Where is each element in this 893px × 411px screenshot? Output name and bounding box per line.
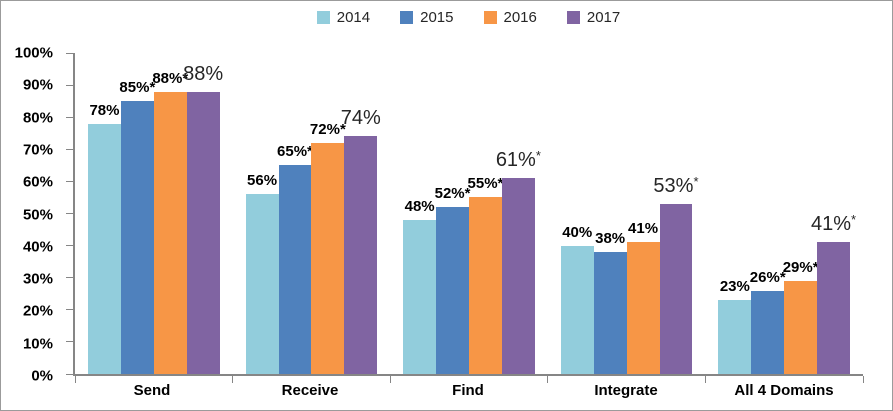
y-tick-mark [66,84,73,86]
legend: 2014 2015 2016 2017 [73,9,864,26]
legend-label: 2014 [336,9,371,26]
bar-2016-send: 88%* [152,70,188,374]
bar-2017-integrate: 53%* [653,174,699,374]
y-tick-mark [66,277,73,279]
y-tick-mark [66,180,73,182]
bar-value-label: 53%* [653,173,699,197]
y-tick-label: 50% [22,206,53,223]
legend-item-2014: 2014 [316,9,371,26]
y-tick-mark [66,213,73,214]
y-tick-label: 70% [22,141,53,159]
y-tick-mark [66,116,73,118]
bar-2015-all-4-domains: 26%* [750,269,786,374]
legend-item-2016: 2016 [483,9,537,26]
y-tick-label: 80% [22,109,53,127]
category-label-all-4-domains: All 4 Domains [734,382,834,399]
bar-value-label: 78% [89,101,120,119]
bar-2017-find: 61%* [496,148,541,374]
y-tick-mark [66,341,73,343]
bar-value-label: 38% [595,230,626,248]
y-tick-label: 100% [14,44,53,62]
y-tick-mark [66,148,73,150]
y-tick-mark [66,309,73,311]
x-tick-mark [74,376,76,383]
y-tick-label: 30% [22,270,53,288]
bar-2014-find: 48% [403,198,437,374]
bar-value-label: 88% [183,62,224,85]
bar-group-all-4-domains: 23% 26%* 29%* 41%* [705,53,863,374]
y-tick-mark [66,373,73,375]
legend-label: 2016 [503,9,537,26]
x-tick-mark [704,376,706,383]
x-axis: Send Receive Find Integrate All 4 Domains [73,382,863,399]
bar-group-integrate: 40% 38% 41% 53%* [548,53,706,374]
bar-value-label: 40% [562,223,593,241]
bar-2016-receive: 72%* [310,121,346,374]
legend-swatch-icon [316,11,330,24]
bar-value-label: 55%* [467,175,504,193]
bar-2017-all-4-domains: 41%* [811,212,856,374]
x-tick-mark [232,376,234,383]
bar-2015-find: 52%* [435,185,470,374]
y-tick-label: 60% [22,173,53,191]
legend-label: 2015 [420,9,454,26]
bar-value-label: 52%* [434,185,471,203]
legend-item-2017: 2017 [566,9,621,26]
legend-swatch-icon [483,11,497,24]
bar-value-label: 72%* [309,120,346,138]
bar-value-label: 48% [404,197,435,215]
category-label-send: Send [133,382,171,399]
bar-2016-find: 55%* [468,175,503,374]
category-label-integrate: Integrate [594,382,658,399]
legend-item-2015: 2015 [400,9,454,26]
legend-swatch-icon [400,11,414,24]
category-label-receive: Receive [281,382,339,399]
y-axis: 100% 90% 80% 70% 60% 50% 40% 30% 20% 10% 0% [1,45,63,385]
bar-group-receive: 56% 65%* 72%* 74% [233,53,391,374]
y-tick-mark [66,52,73,54]
y-tick-mark [66,245,73,247]
bar-value-label: 74% [340,107,381,130]
bar-value-label: 26%* [749,268,786,286]
bar-2014-integrate: 40% [560,224,594,374]
y-tick-label: 10% [22,335,53,353]
bar-2014-all-4-domains: 23% [718,278,752,374]
plot-area: 78% 85%* 88%* 88% 56% 65%* 72%* 74% 48% 52%* 55%* 6… [66,52,864,383]
bar-value-label: 41% [628,220,659,238]
bar-value-label: 41%* [811,212,857,236]
bar-group-send: 78% 85%* 88%* 88% [75,53,233,374]
y-tick-label: 40% [22,238,53,256]
legend-swatch-icon [566,11,580,24]
x-tick-mark [862,376,864,383]
bar-2015-receive: 65%* [277,143,313,374]
bar-value-label: 65%* [277,143,313,161]
bar-2016-all-4-domains: 29%* [783,259,819,374]
bar-2015-send: 85%* [119,79,155,374]
bar-2017-receive: 74% [341,107,381,374]
bar-value-label: 85%* [119,79,156,97]
x-tick-mark [389,376,391,383]
bar-group-find: 48% 52%* 55%* 61%* [390,53,548,374]
y-tick-label: 20% [22,302,53,320]
bar-value-label: 29%* [782,258,819,276]
bar-2017-send: 88% [183,63,223,374]
y-tick-label: 0% [31,367,53,385]
category-label-find: Find [452,382,484,399]
bar-2014-send: 78% [88,102,121,374]
bar-2016-integrate: 41% [626,220,660,374]
bar-value-label: 23% [719,278,750,296]
bar-value-label: 88%* [152,69,189,87]
bar-2014-receive: 56% [245,172,279,374]
legend-label: 2017 [586,9,621,26]
bar-2015-integrate: 38% [593,230,627,374]
bar-value-label: 61%* [495,148,541,172]
x-tick-mark [547,376,549,383]
bar-value-label: 56% [247,172,278,190]
y-tick-label: 90% [22,76,53,94]
